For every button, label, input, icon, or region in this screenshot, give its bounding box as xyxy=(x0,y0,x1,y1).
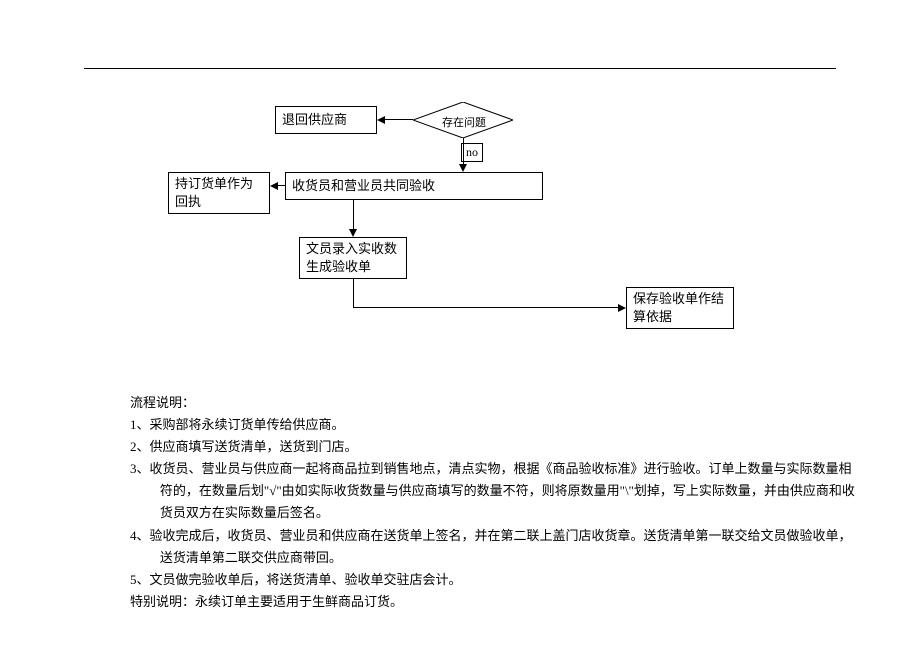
no-branch-label: no xyxy=(461,143,483,162)
box-label: 退回供应商 xyxy=(282,111,347,129)
desc-item-5: 5、文员做完验收单后，将送货清单、验收单交驻店会计。 xyxy=(130,569,860,591)
arrow-joint-to-hold xyxy=(278,185,285,186)
arrow-clerk-to-save-v xyxy=(353,279,354,308)
desc-item-4: 4、验收完成后，收货员、营业员和供应商在送货单上签名，并在第二联上盖门店收货章。… xyxy=(130,525,860,569)
arrow-head-icon xyxy=(377,116,385,124)
desc-item-3: 3、收货员、营业员与供应商一起将商品拉到销售地点，清点实物，根据《商品验收标准》… xyxy=(130,458,860,524)
box-label: 持订货单作为回执 xyxy=(175,175,263,210)
box-joint-receive: 收货员和营业员共同验收 xyxy=(285,172,543,200)
box-label: 收货员和营业员共同验收 xyxy=(292,177,435,195)
box-label: 文员录入实收数生成验收单 xyxy=(306,240,400,275)
top-divider xyxy=(84,68,836,69)
arrow-head-icon xyxy=(618,304,626,312)
arrow-clerk-to-save-h xyxy=(353,307,620,308)
arrow-head-icon xyxy=(459,164,467,172)
box-save-receipt: 保存验收单作结算依据 xyxy=(626,287,734,329)
decision-label: 存在问题 xyxy=(442,114,486,130)
arrow-head-icon xyxy=(349,229,357,237)
box-return-supplier: 退回供应商 xyxy=(275,106,377,134)
decision-has-problem: 存在问题 xyxy=(413,102,513,138)
process-description: 流程说明： 1、采购部将永续订货单传给供应商。 2、供应商填写送货清单，送货到门… xyxy=(130,392,860,613)
arrow-joint-to-clerk xyxy=(353,200,354,231)
desc-title: 流程说明： xyxy=(130,392,860,414)
arrow-diamond-to-joint xyxy=(463,138,464,166)
desc-note: 特别说明：永续订单主要适用于生鲜商品订货。 xyxy=(130,591,860,613)
box-hold-order: 持订货单作为回执 xyxy=(168,172,270,214)
desc-item-1: 1、采购部将永续订货单传给供应商。 xyxy=(130,414,860,436)
box-clerk-input: 文员录入实收数生成验收单 xyxy=(299,237,407,279)
box-label: 保存验收单作结算依据 xyxy=(633,290,727,325)
arrow-head-icon xyxy=(270,182,278,190)
desc-item-2: 2、供应商填写送货清单，送货到门店。 xyxy=(130,436,860,458)
arrow-diamond-to-return xyxy=(385,119,413,120)
